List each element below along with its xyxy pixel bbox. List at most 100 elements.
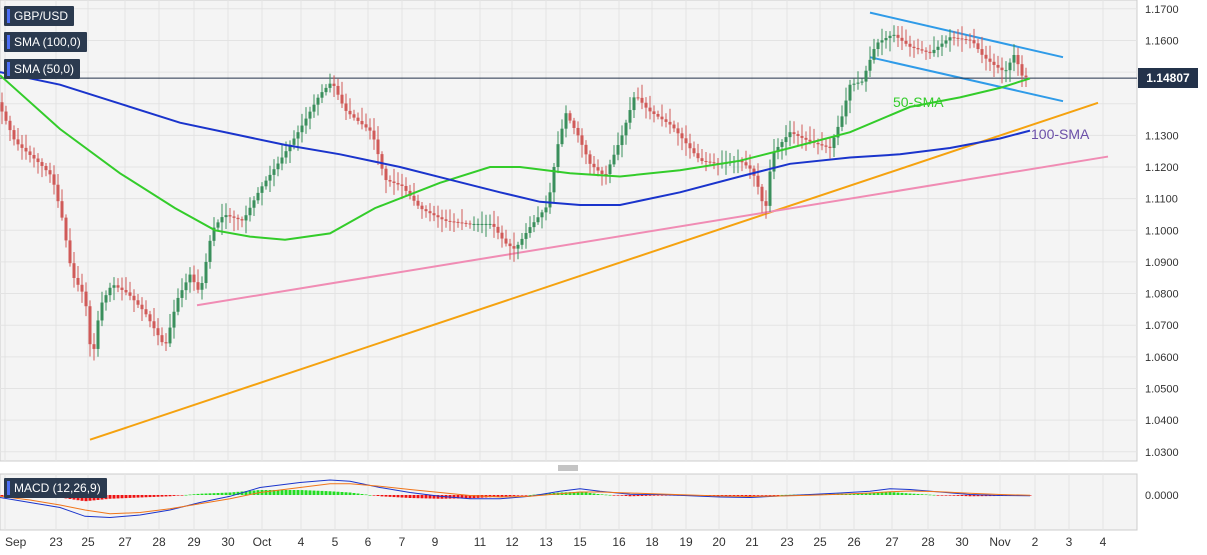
x-tick-label: 3 [1066, 535, 1073, 549]
candle-body [352, 114, 356, 118]
macd-histogram-bar [916, 493, 920, 495]
macd-histogram-bar [308, 490, 312, 495]
candle-body [152, 321, 156, 329]
macd-histogram-bar [760, 495, 764, 496]
macd-histogram-bar [740, 495, 744, 496]
candle-body [480, 223, 484, 225]
candle-body [124, 290, 128, 293]
macd-histogram-bar [140, 495, 144, 498]
macd-histogram-bar [376, 495, 380, 496]
candle-body [68, 240, 72, 264]
macd-histogram-bar [424, 495, 428, 499]
macd-histogram-bar [472, 495, 476, 499]
x-tick-label: 30 [955, 535, 969, 549]
macd-histogram-bar [780, 494, 784, 496]
macd-histogram-bar [236, 491, 240, 495]
candle-body [324, 87, 328, 93]
candle-body [900, 37, 904, 41]
candle-body [316, 97, 320, 105]
sma-100-label[interactable]: SMA (100,0) [4, 32, 87, 52]
macd-label[interactable]: MACD (12,26,9) [4, 478, 107, 498]
candle-body [620, 135, 624, 146]
macd-histogram-bar [492, 495, 496, 498]
candle-body [36, 158, 40, 163]
candle-body [572, 120, 576, 128]
macd-histogram-bar [868, 493, 872, 495]
macd-histogram-bar [404, 495, 408, 498]
candle-body [684, 138, 688, 144]
macd-histogram-bar [632, 495, 636, 497]
macd-histogram-bar [772, 495, 776, 496]
x-tick-label: Nov [989, 535, 1010, 549]
macd-histogram-bar [428, 495, 432, 499]
macd-histogram-bar [852, 493, 856, 495]
panel-resize-handle[interactable] [558, 465, 578, 471]
candle-body [60, 201, 64, 218]
candle-body [0, 102, 4, 112]
candle-body [496, 226, 500, 233]
macd-histogram-bar [436, 495, 440, 499]
candle-body [500, 232, 504, 239]
macd-histogram-bar [316, 490, 320, 495]
candle-body [640, 97, 644, 103]
candle-body [876, 42, 880, 50]
candle-body [868, 59, 872, 71]
macd-histogram-bar [224, 492, 228, 495]
candle-body [652, 111, 656, 115]
macd-histogram-bar [220, 492, 224, 495]
y-tick-label: 1.1700 [1145, 4, 1179, 16]
candle-body [664, 119, 668, 122]
candle-body [580, 135, 584, 145]
macd-histogram-bar [464, 495, 468, 499]
candle-body [1020, 64, 1024, 76]
macd-histogram-bar [664, 495, 668, 496]
macd-histogram-bar [300, 490, 304, 495]
candle-body [632, 97, 636, 111]
candle-body [628, 110, 632, 123]
candle-body [660, 116, 664, 120]
candle-body [548, 192, 552, 208]
macd-histogram-bar [476, 495, 480, 498]
candle-body [272, 169, 276, 175]
x-tick-label: 12 [505, 535, 519, 549]
x-tick-label: 27 [118, 535, 132, 549]
macd-histogram-bar [360, 494, 364, 495]
macd-histogram-bar [968, 495, 972, 497]
candle-body [836, 126, 840, 138]
candle-body [180, 290, 184, 298]
macd-histogram-bar [212, 493, 216, 495]
macd-histogram-bar [728, 495, 732, 496]
candle-body [20, 144, 24, 148]
candle-body [584, 144, 588, 155]
candle-body [108, 287, 112, 296]
macd-histogram-bar [320, 490, 324, 495]
macd-histogram-bar [0, 495, 4, 497]
candle-body [192, 274, 196, 283]
macd-histogram-bar [940, 495, 944, 496]
macd-histogram-bar [928, 494, 932, 496]
macd-histogram-bar [596, 494, 600, 495]
candle-body [224, 215, 228, 218]
candle-body [184, 282, 188, 291]
sma-50-label[interactable]: SMA (50,0) [4, 59, 81, 79]
candle-body [568, 113, 572, 121]
candle-body [168, 327, 172, 344]
candle-body [188, 274, 192, 283]
symbol-label[interactable]: GBP/USD [4, 6, 75, 26]
candle-body [976, 43, 980, 50]
macd-histogram-bar [396, 495, 400, 498]
candle-body [472, 223, 476, 225]
candle-body [988, 58, 992, 62]
candle-body [344, 103, 348, 111]
candle-body [348, 110, 352, 115]
candle-body [396, 183, 400, 185]
candle-body [440, 217, 444, 220]
candle-body [268, 174, 272, 181]
macd-histogram-bar [352, 493, 356, 495]
macd-histogram-bar [980, 495, 984, 497]
candle-body [332, 83, 336, 86]
macd-histogram-bar [856, 493, 860, 495]
x-tick-label: Sep [5, 535, 27, 549]
x-tick-label: 19 [679, 535, 693, 549]
candle-body [48, 170, 52, 175]
